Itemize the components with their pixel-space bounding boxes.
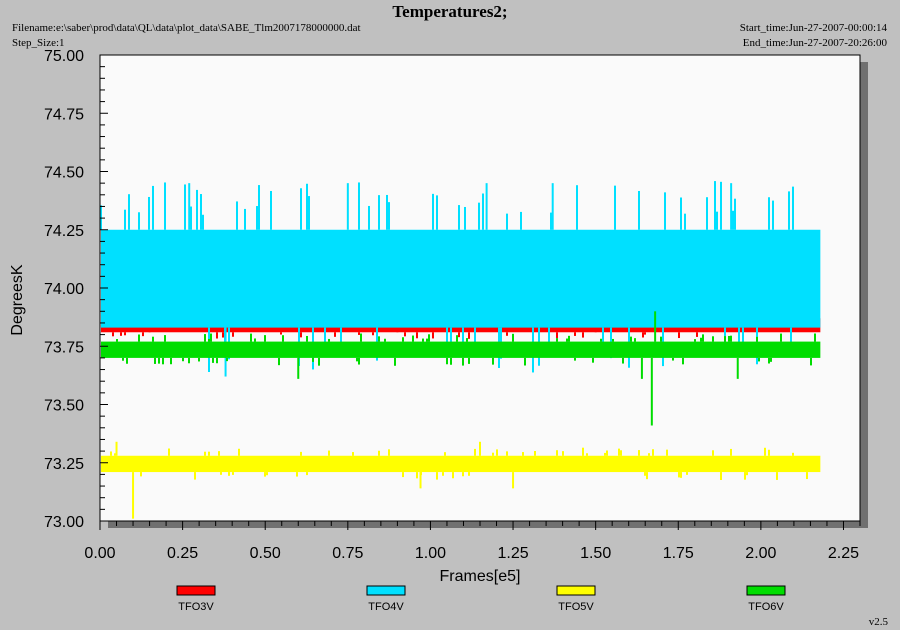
y-tick-label: 73.25	[44, 456, 84, 473]
tfo6v-band	[101, 341, 821, 358]
legend-swatch	[366, 585, 406, 596]
x-tick-label: 2.00	[745, 545, 776, 562]
chart-title: Temperatures2;	[392, 2, 508, 21]
y-tick-label: 74.00	[44, 281, 84, 298]
x-tick-label: 0.25	[167, 545, 198, 562]
y-tick-label: 73.75	[44, 339, 84, 356]
legend-item-tfo5v: TFO5V	[556, 585, 596, 613]
x-tick-label: 0.75	[332, 545, 363, 562]
series-tfo5v	[101, 441, 821, 519]
x-tick-label: 1.75	[663, 545, 694, 562]
legend-swatch	[556, 585, 596, 596]
x-axis-label: Frames[e5]	[440, 568, 521, 585]
series-tfo6v	[101, 311, 821, 426]
step-size-label: Step_Size:1	[12, 37, 65, 49]
y-tick-label: 74.75	[44, 106, 84, 123]
legend-label: TFO6V	[748, 601, 784, 613]
data-layer	[100, 181, 821, 519]
end-time-label: End_time:Jun-27-2007-20:26:00	[742, 37, 887, 49]
legend-label: TFO4V	[368, 601, 404, 613]
legend-label: TFO3V	[178, 601, 214, 613]
filename-label: Filename:e:\saber\prod\data\QL\data\plot…	[12, 22, 361, 34]
x-tick-label: 2.25	[828, 545, 859, 562]
legend-item-tfo4v: TFO4V	[366, 585, 406, 613]
x-tick-label: 1.00	[415, 545, 446, 562]
x-tick-label: 0.00	[84, 545, 115, 562]
tfo5v-band	[101, 455, 821, 473]
legend-label: TFO5V	[558, 601, 594, 613]
legend-swatch	[746, 585, 786, 596]
x-tick-label: 1.25	[497, 545, 528, 562]
legend-item-tfo3v: TFO3V	[176, 585, 216, 613]
tfo4v-band	[101, 229, 821, 328]
x-tick-label: 1.50	[580, 545, 611, 562]
x-tick-label: 0.50	[250, 545, 281, 562]
legend: TFO3V TFO4V TFO5V TFO6V	[176, 585, 786, 613]
y-tick-label: 74.25	[44, 223, 84, 240]
legend-swatch	[176, 585, 216, 596]
legend-item-tfo6v: TFO6V	[746, 585, 786, 613]
y-tick-label: 75.00	[44, 48, 84, 65]
y-tick-label: 73.50	[44, 398, 84, 415]
y-axis-label: DegreesK	[9, 264, 26, 335]
axis-layer: 73.00 73.25 73.50 73.75 74.00 74.25 74.50 74.75…	[44, 48, 861, 562]
version-label: v2.5	[868, 616, 888, 628]
y-tick-label: 73.00	[44, 514, 84, 531]
start-time-label: Start_time:Jun-27-2007-00:00:14	[739, 22, 887, 34]
y-tick-label: 74.50	[44, 165, 84, 182]
